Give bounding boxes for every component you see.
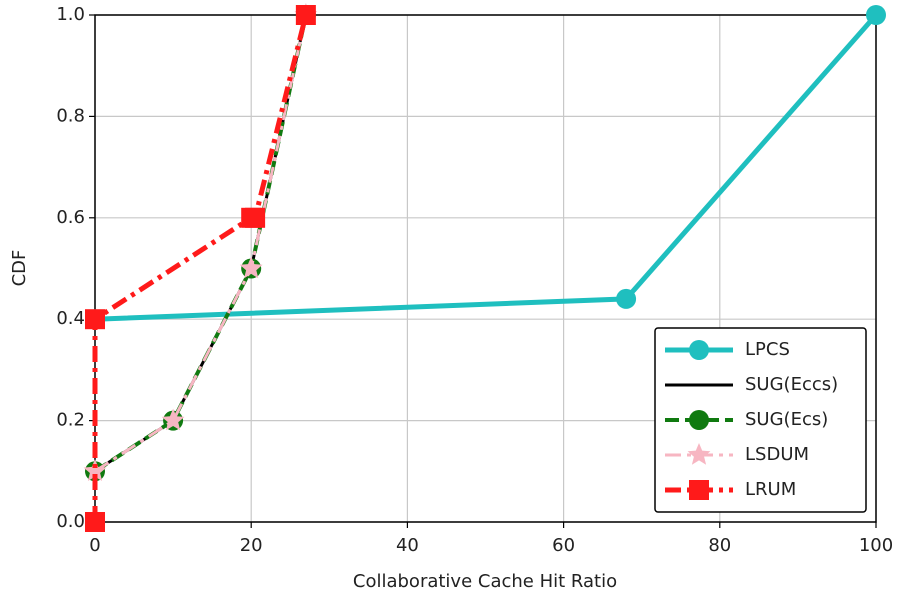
y-tick-label: 1.0 bbox=[56, 4, 85, 25]
legend-label: LRUM bbox=[745, 479, 796, 500]
legend-marker bbox=[689, 410, 709, 430]
legend-label: SUG(Eccs) bbox=[745, 374, 838, 395]
legend-marker bbox=[689, 340, 709, 360]
marker bbox=[239, 256, 263, 279]
x-tick-label: 20 bbox=[240, 535, 263, 556]
x-tick-label: 80 bbox=[708, 535, 731, 556]
x-tick-label: 60 bbox=[552, 535, 575, 556]
marker bbox=[616, 288, 637, 309]
marker bbox=[161, 408, 185, 431]
series-line bbox=[94, 13, 878, 322]
y-axis-label: CDF bbox=[9, 250, 30, 287]
y-tick-label: 0.6 bbox=[56, 207, 85, 228]
legend-label: SUG(Ecs) bbox=[745, 409, 828, 430]
legend: LPCS SUG(Eccs) SUG(Ecs) LSDUM LRUM bbox=[654, 327, 867, 513]
x-tick-label: 100 bbox=[859, 535, 893, 556]
series-line bbox=[93, 14, 308, 473]
y-tick-label: 0.2 bbox=[56, 410, 85, 431]
series-line bbox=[94, 14, 308, 473]
x-tick-label: 0 bbox=[89, 535, 100, 556]
x-axis-label: Collaborative Cache Hit Ratio bbox=[353, 571, 617, 592]
marker bbox=[85, 309, 105, 330]
marker bbox=[85, 512, 105, 532]
y-tick-label: 0.0 bbox=[56, 511, 85, 532]
legend-marker bbox=[687, 443, 711, 465]
x-tick-label: 40 bbox=[396, 535, 419, 556]
marker bbox=[295, 5, 316, 25]
marker bbox=[245, 207, 266, 228]
series-line bbox=[92, 14, 309, 522]
series-line bbox=[94, 14, 308, 473]
legend-label: LPCS bbox=[745, 339, 790, 360]
plot-frame bbox=[94, 14, 877, 523]
legend-label: LSDUM bbox=[745, 444, 809, 465]
y-tick-label: 0.8 bbox=[56, 105, 85, 126]
marker bbox=[83, 459, 107, 481]
marker bbox=[866, 5, 886, 25]
legend-marker bbox=[689, 480, 709, 500]
legend-box bbox=[654, 327, 867, 513]
y-tick-label: 0.4 bbox=[56, 308, 85, 329]
